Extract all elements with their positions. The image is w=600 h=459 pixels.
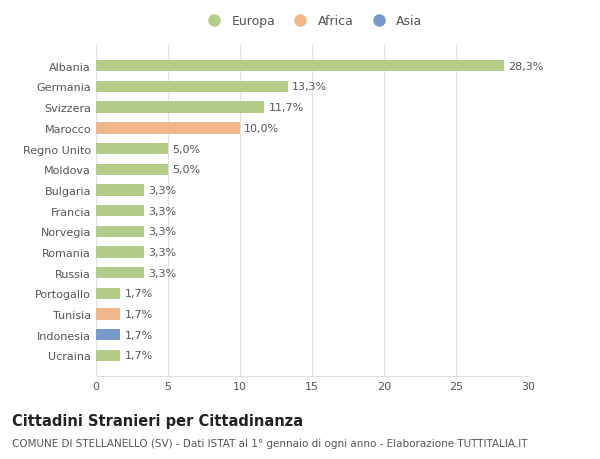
Text: 13,3%: 13,3% xyxy=(292,82,327,92)
Text: 11,7%: 11,7% xyxy=(269,103,304,113)
Text: 3,3%: 3,3% xyxy=(148,206,176,216)
Bar xyxy=(96,185,143,196)
Text: 3,3%: 3,3% xyxy=(148,227,176,237)
Text: 10,0%: 10,0% xyxy=(244,123,280,134)
Bar xyxy=(96,82,287,93)
Bar xyxy=(96,206,143,217)
Bar xyxy=(96,144,168,155)
Text: 3,3%: 3,3% xyxy=(148,268,176,278)
Text: Cittadini Stranieri per Cittadinanza: Cittadini Stranieri per Cittadinanza xyxy=(12,413,303,428)
Legend: Europa, Africa, Asia: Europa, Africa, Asia xyxy=(197,10,427,33)
Bar xyxy=(96,350,121,361)
Bar xyxy=(96,226,143,237)
Text: 3,3%: 3,3% xyxy=(148,247,176,257)
Text: 1,7%: 1,7% xyxy=(125,309,153,319)
Text: 1,7%: 1,7% xyxy=(125,351,153,361)
Text: 1,7%: 1,7% xyxy=(125,330,153,340)
Text: 3,3%: 3,3% xyxy=(148,185,176,196)
Text: 5,0%: 5,0% xyxy=(172,165,200,175)
Bar xyxy=(96,247,143,258)
Bar xyxy=(96,309,121,320)
Bar xyxy=(96,102,265,113)
Bar xyxy=(96,123,240,134)
Bar xyxy=(96,268,143,279)
Bar xyxy=(96,61,503,72)
Bar xyxy=(96,330,121,341)
Text: COMUNE DI STELLANELLO (SV) - Dati ISTAT al 1° gennaio di ogni anno - Elaborazion: COMUNE DI STELLANELLO (SV) - Dati ISTAT … xyxy=(12,438,527,448)
Text: 5,0%: 5,0% xyxy=(172,144,200,154)
Bar xyxy=(96,288,121,299)
Bar xyxy=(96,164,168,175)
Text: 28,3%: 28,3% xyxy=(508,62,543,72)
Text: 1,7%: 1,7% xyxy=(125,289,153,299)
